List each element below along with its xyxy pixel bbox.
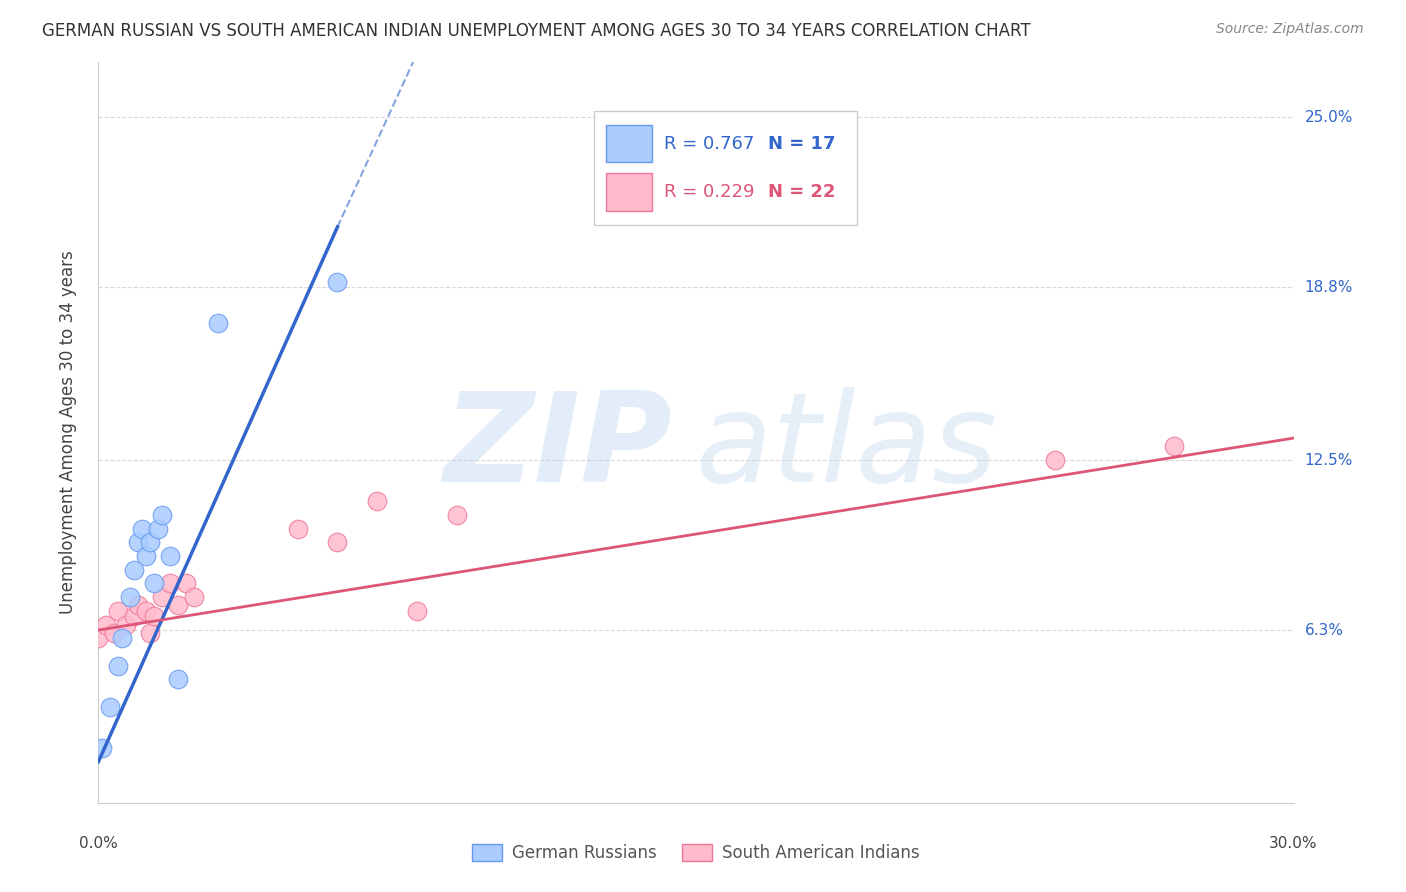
Point (148, 522, 170, 536)
Point (135, 604, 157, 618)
Point (150, 590, 173, 604)
Point (103, 625, 125, 640)
Text: R = 0.767: R = 0.767 (664, 135, 754, 153)
Point (115, 617, 138, 632)
Point (91, 741, 114, 756)
Point (167, 599, 190, 613)
Point (96, 617, 118, 632)
Text: N = 22: N = 22 (768, 183, 835, 201)
Point (167, 673, 190, 687)
Point (150, 508, 173, 522)
Point (127, 599, 149, 613)
Point (183, 590, 205, 604)
Point (124, 609, 146, 624)
Text: atlas: atlas (696, 387, 998, 508)
Point (111, 632, 134, 646)
Point (287, 522, 309, 536)
Y-axis label: Unemployment Among Ages 30 to 34 years: Unemployment Among Ages 30 to 34 years (59, 251, 77, 615)
FancyBboxPatch shape (595, 111, 858, 226)
Point (127, 535, 149, 549)
Point (326, 275, 349, 289)
Text: 6.3%: 6.3% (1305, 623, 1344, 638)
Point (107, 604, 129, 618)
Text: Source: ZipAtlas.com: Source: ZipAtlas.com (1216, 22, 1364, 37)
Point (107, 658, 129, 673)
Text: 12.5%: 12.5% (1305, 452, 1353, 467)
Point (124, 563, 146, 577)
Point (143, 576, 166, 591)
Text: 30.0%: 30.0% (1270, 836, 1317, 851)
Point (207, 316, 229, 330)
Point (174, 576, 197, 591)
Point (1163, 439, 1185, 453)
Point (446, 508, 468, 522)
Point (120, 590, 142, 604)
Text: 18.8%: 18.8% (1305, 280, 1353, 294)
Point (139, 625, 162, 640)
Text: GERMAN RUSSIAN VS SOUTH AMERICAN INDIAN UNEMPLOYMENT AMONG AGES 30 TO 34 YEARS C: GERMAN RUSSIAN VS SOUTH AMERICAN INDIAN … (42, 22, 1031, 40)
Point (135, 549, 157, 563)
Point (131, 522, 153, 536)
Text: R = 0.229: R = 0.229 (664, 183, 754, 201)
Text: 25.0%: 25.0% (1305, 110, 1353, 125)
FancyBboxPatch shape (606, 126, 652, 162)
Point (366, 494, 388, 508)
FancyBboxPatch shape (606, 173, 652, 211)
Text: 0.0%: 0.0% (79, 836, 118, 851)
Point (159, 549, 181, 563)
Point (406, 604, 429, 618)
Text: N = 17: N = 17 (768, 135, 835, 153)
Text: ZIP: ZIP (443, 387, 672, 508)
Point (159, 576, 181, 591)
Point (326, 535, 349, 549)
Point (98, 699, 122, 714)
Legend: German Russians, South American Indians: German Russians, South American Indians (465, 837, 927, 869)
Point (87, 632, 110, 646)
Point (139, 535, 162, 549)
Point (143, 609, 166, 624)
Point (1043, 453, 1066, 467)
